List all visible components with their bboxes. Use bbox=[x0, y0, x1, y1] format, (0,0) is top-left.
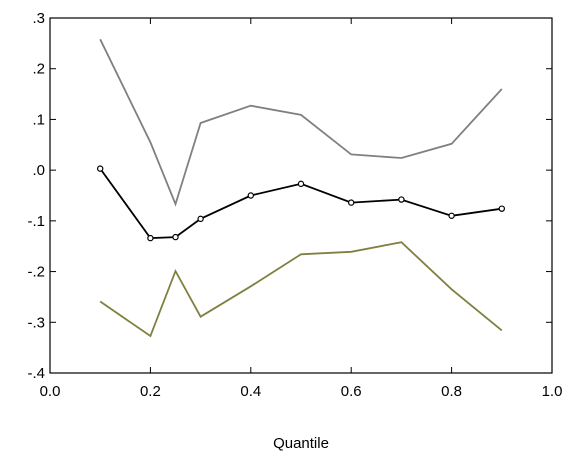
series-1-point bbox=[398, 196, 405, 203]
x-tick-label: 0.6 bbox=[341, 383, 362, 400]
x-tick-label: 0.2 bbox=[140, 383, 161, 400]
series-1-point bbox=[147, 234, 154, 242]
series-layer bbox=[96, 38, 505, 338]
series-1-point bbox=[247, 192, 254, 199]
y-tick-label: -.3 bbox=[27, 314, 45, 331]
x-tick-label: 0.4 bbox=[240, 383, 261, 400]
x-tick-label: 0.0 bbox=[40, 383, 61, 400]
series-1-point bbox=[297, 180, 305, 188]
x-tick-label: 0.8 bbox=[441, 383, 462, 400]
plot-frame bbox=[49, 17, 553, 374]
y-tick-label: .1 bbox=[32, 111, 45, 128]
series-1-point bbox=[172, 233, 179, 241]
series-1-point bbox=[498, 205, 505, 212]
series-line-2 bbox=[99, 241, 503, 338]
series-1-point bbox=[96, 165, 104, 172]
y-tick-label: -.4 bbox=[27, 365, 45, 382]
y-axis: .3 .2 .1 .0 -.1 -.2 -.3 -.4 bbox=[27, 10, 552, 382]
series-1-point bbox=[448, 212, 455, 219]
x-axis: 0.0 0.2 0.4 0.6 0.8 1.0 bbox=[40, 18, 563, 400]
y-tick-label: .0 bbox=[32, 162, 45, 179]
series-1-point bbox=[197, 215, 204, 223]
y-tick-label: .2 bbox=[32, 61, 45, 78]
y-tick-label: .3 bbox=[32, 10, 45, 27]
series-line-1 bbox=[99, 168, 502, 240]
series-line-0 bbox=[99, 38, 503, 207]
series-1-point bbox=[348, 199, 355, 206]
x-axis-title: Quantile bbox=[273, 435, 329, 452]
y-tick-label: -.2 bbox=[27, 264, 45, 281]
y-tick-label: -.1 bbox=[27, 213, 45, 230]
x-tick-label: 1.0 bbox=[542, 383, 563, 400]
